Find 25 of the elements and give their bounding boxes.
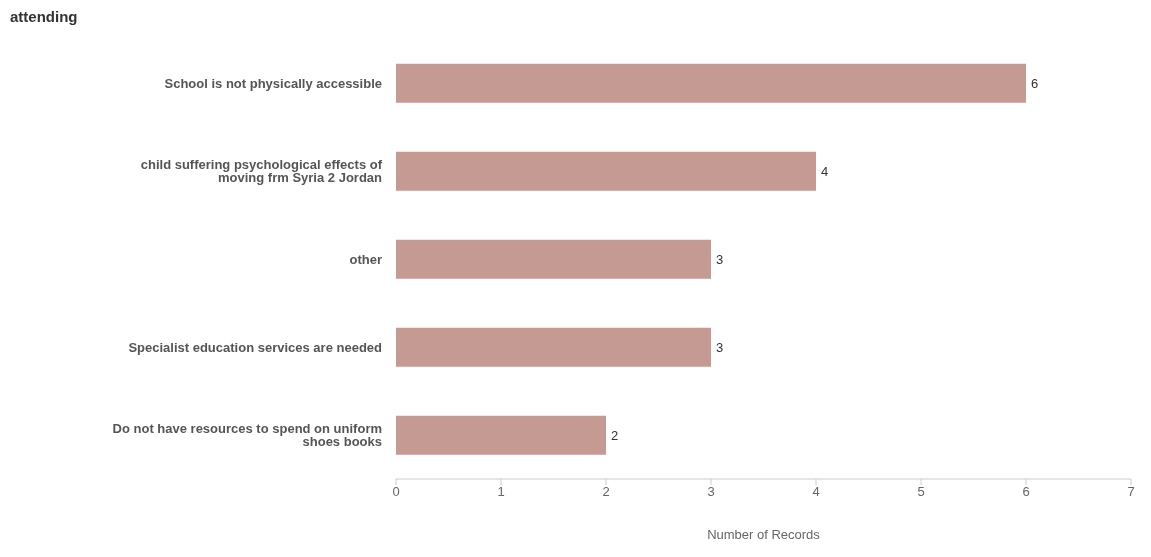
x-tick-label: 4: [812, 484, 820, 500]
x-tick-label: 2: [602, 484, 610, 500]
data-label: 4: [821, 163, 829, 179]
data-label: 6: [1031, 75, 1039, 91]
x-tick-label: 1: [497, 484, 505, 500]
y-tick-label: other: [349, 251, 382, 267]
data-label: 3: [716, 339, 724, 355]
data-label: 2: [611, 427, 619, 443]
bar: [396, 327, 711, 367]
bar: [396, 239, 711, 279]
x-tick-label: 3: [707, 484, 715, 500]
x-tick-label: 0: [392, 484, 400, 500]
x-tick-label: 6: [1022, 484, 1030, 500]
data-label: 3: [716, 251, 724, 267]
x-tick-label: 7: [1127, 484, 1135, 500]
y-tick-label: child suffering psychological effects of moving frm Syria 2 Jordan: [140, 157, 383, 186]
text: attending: [9, 8, 79, 27]
y-tick-label: Do not have resources to spend on uniform shoes books: [112, 421, 382, 450]
y-tick-label: School is not physically accessible: [164, 75, 382, 91]
y-tick-label: Specialist education services are needed: [128, 339, 383, 355]
x-tick-label: 5: [917, 484, 925, 500]
bar: [396, 415, 606, 455]
x-axis-title: Number of Records: [707, 527, 821, 542]
bar: [396, 63, 1026, 103]
bar: [396, 151, 816, 191]
